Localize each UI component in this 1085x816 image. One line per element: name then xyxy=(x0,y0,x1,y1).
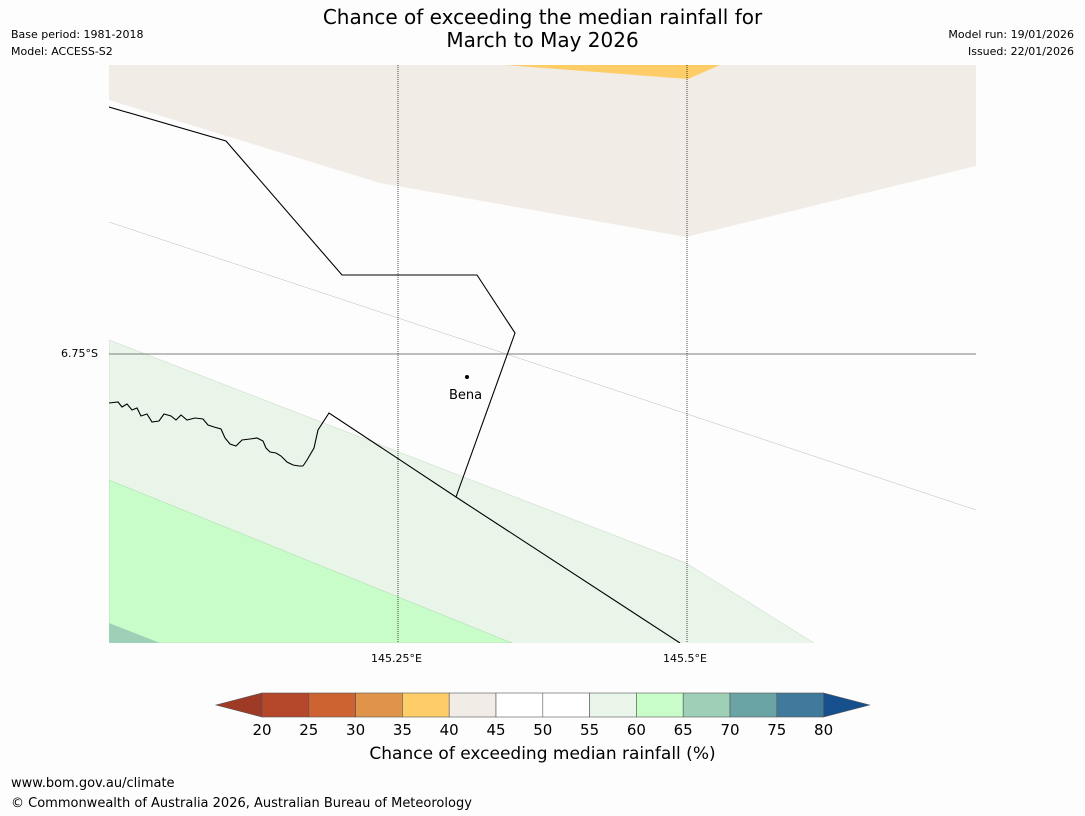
colorbar-segment xyxy=(542,692,590,718)
lat-label: 6.75°S xyxy=(61,347,98,360)
town-marker[interactable] xyxy=(465,375,469,379)
colorbar-tick-label: 75 xyxy=(767,721,786,739)
model-run: Model run: 19/01/2026 xyxy=(948,28,1074,41)
band-40-45 xyxy=(109,65,976,237)
title-line-2: March to May 2026 xyxy=(446,28,639,52)
colorbar-segment xyxy=(682,692,731,718)
map-title: Chance of exceeding the median rainfall … xyxy=(0,6,1085,52)
model-name: Model: ACCESS-S2 xyxy=(11,45,113,58)
colorbar-title: Chance of exceeding median rainfall (%) xyxy=(369,744,716,764)
colorbar-tick-label: 70 xyxy=(720,721,739,739)
footer-url[interactable]: www.bom.gov.au/climate xyxy=(11,776,175,791)
lon-label-145-5: 145.5°E xyxy=(663,652,707,665)
colorbar-tick-label: 20 xyxy=(252,721,271,739)
colorbar-extend-low xyxy=(214,692,263,718)
colorbar-segment xyxy=(355,692,403,718)
colorbar-segment xyxy=(261,692,310,718)
province-boundary-south xyxy=(302,412,457,498)
colorbar-segment xyxy=(636,692,684,718)
colorbar-segment xyxy=(729,692,778,718)
colorbar: 20 25 30 35 40 45 50 55 60 65 70 75 80 xyxy=(214,692,871,739)
metadata-right: Model run: 19/01/2026 Issued: 22/01/2026 xyxy=(948,26,1074,60)
colorbar-extend-high xyxy=(823,692,871,718)
colorbar-tick-label: 35 xyxy=(393,721,412,739)
band-60-65 xyxy=(109,479,513,643)
colorbar-tick-label: 40 xyxy=(440,721,459,739)
colorbar-tick-label: 45 xyxy=(486,721,505,739)
colorbar-tick-label: 55 xyxy=(580,721,599,739)
title-line-1: Chance of exceeding the median rainfall … xyxy=(322,5,763,29)
band-65-70 xyxy=(109,623,160,643)
colorbar-segment xyxy=(776,692,824,718)
colorbar-segment xyxy=(495,692,544,718)
colorbar-tick-label: 65 xyxy=(674,721,693,739)
town-label: Bena xyxy=(449,388,483,403)
contour-line xyxy=(109,221,976,511)
colorbar-tick-label: 50 xyxy=(533,721,552,739)
colorbar-segment xyxy=(308,692,356,718)
lon-label-145-25: 145.25°E xyxy=(371,652,422,665)
footer-copyright: © Commonwealth of Australia 2026, Austra… xyxy=(11,796,472,811)
river-line xyxy=(109,401,303,467)
colorbar-tick-label: 80 xyxy=(814,721,833,739)
colorbar-tick-label: 25 xyxy=(299,721,318,739)
metadata-left: Base period: 1981-2018 Model: ACCESS-S2 xyxy=(11,26,143,60)
colorbar-segment xyxy=(448,692,497,718)
colorbar-tick-label: 60 xyxy=(627,721,646,739)
colorbar-segment xyxy=(402,692,450,718)
base-period: Base period: 1981-2018 xyxy=(11,28,144,41)
colorbar-segment xyxy=(589,692,637,718)
issued-date: Issued: 22/01/2026 xyxy=(967,45,1074,58)
band-35-40 xyxy=(505,65,720,79)
colorbar-tick-label: 30 xyxy=(346,721,365,739)
